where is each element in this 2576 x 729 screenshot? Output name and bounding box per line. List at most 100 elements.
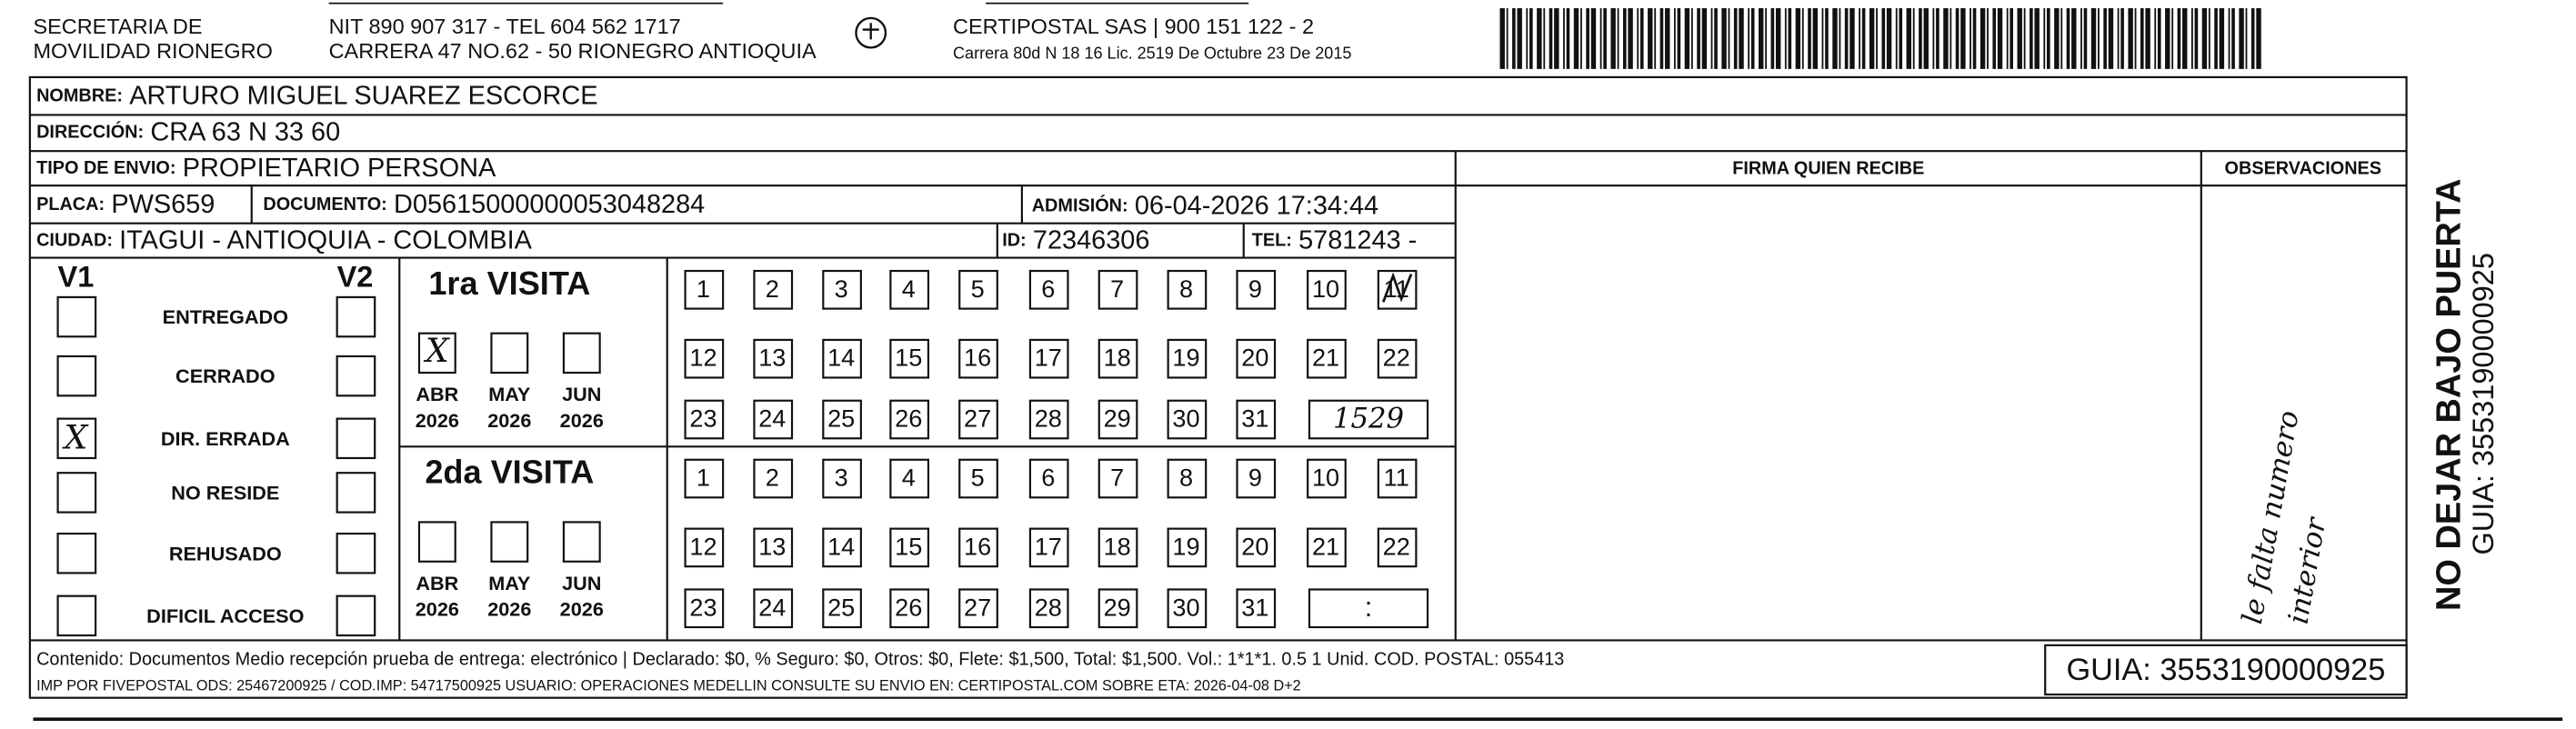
- barcode-bar: [1881, 8, 1886, 69]
- day-number: 30: [1172, 593, 1199, 621]
- day-box: [684, 269, 725, 310]
- checkbox-v2: [336, 532, 376, 574]
- signature-header: FIRMA QUIEN RECIBE: [1732, 158, 1924, 178]
- barcode-bar: [1972, 8, 1977, 69]
- barcode-bar: [1923, 8, 1929, 69]
- logo: [855, 16, 887, 49]
- day-number: 30: [1172, 404, 1199, 433]
- day-box: [958, 338, 998, 379]
- barcode-bar: [1775, 8, 1781, 69]
- barcode-bar: [1665, 8, 1670, 69]
- day-box: [1167, 269, 1208, 310]
- day-number: 31: [1241, 593, 1268, 621]
- day-number: 23: [689, 404, 717, 433]
- barcode-bar: [2245, 8, 2248, 69]
- day-number: 28: [1035, 593, 1062, 621]
- barcode-bar: [1912, 8, 1915, 69]
- barcode-bar: [1825, 8, 1829, 69]
- day-box: [958, 527, 998, 568]
- barcode-bar: [1869, 8, 1875, 69]
- day-number: 13: [758, 344, 786, 372]
- day-box: [1236, 269, 1277, 310]
- barcode-bar: [2154, 8, 2157, 69]
- day-number: 25: [827, 404, 855, 433]
- barcode-bar: [1697, 8, 1700, 69]
- day-number: 5: [971, 464, 985, 492]
- text: SECRETARIA DE: [33, 15, 202, 38]
- day-box: [1307, 269, 1347, 310]
- barcode-bar: [1590, 8, 1597, 69]
- field-value: ITAGUI - ANTIOQUIA - COLOMBIA: [119, 225, 532, 255]
- barcode-bar: [1543, 8, 1546, 69]
- day-box: [822, 458, 862, 499]
- month-box: [417, 332, 456, 374]
- footer-print-info: IMP POR FIVEPOSTAL ODS: 25467200925 / CO…: [36, 677, 1301, 694]
- text: Carrera 80d N 18 16 Lic. 2519 De Octubre…: [953, 44, 1351, 62]
- day-box: [753, 588, 794, 629]
- day-box: [1377, 338, 1418, 379]
- day-number: 19: [1172, 532, 1199, 560]
- barcode-bar: [2080, 8, 2082, 69]
- day-box: [1028, 399, 1069, 440]
- barcode-bar: [2120, 8, 2124, 69]
- barcode-bar: [2090, 8, 2097, 69]
- day-number: 2: [766, 464, 779, 492]
- day-number: 21: [1312, 344, 1339, 372]
- barcode-bar: [2103, 8, 2107, 69]
- barcode-bar: [1795, 8, 1801, 69]
- barcode-bar: [1932, 8, 1935, 69]
- day-number: 10: [1312, 275, 1339, 303]
- barcode-bar: [1970, 8, 1971, 69]
- day-number: 17: [1035, 344, 1062, 372]
- text: CARRERA 47 NO.62 - 50 RIONEGRO ANTIOQUIA: [329, 39, 817, 63]
- barcode-bar: [2256, 8, 2261, 69]
- day-box: [1167, 527, 1208, 568]
- time: :: [1365, 591, 1373, 623]
- barcode-bar: [1586, 8, 1589, 69]
- barcode-bar: [1919, 8, 1922, 69]
- text: NIT 890 907 317 - TEL 604 562 1717: [329, 15, 681, 38]
- month-box: [490, 332, 529, 374]
- day-box: [1307, 338, 1347, 379]
- field: ADMISIÓN: 06-04-2026 17:34:44: [1032, 191, 1378, 220]
- barcode-bar: [1876, 8, 1878, 69]
- day-number: 7: [1110, 464, 1124, 492]
- barcode-bar: [1566, 8, 1570, 69]
- day-box: [958, 588, 998, 629]
- time: 1529: [1333, 403, 1404, 434]
- day-box: [684, 338, 725, 379]
- checkbox-v1: [56, 417, 97, 460]
- barcode-bar: [1899, 8, 1903, 69]
- checkbox-v1: [56, 532, 97, 574]
- barcode-bar: [1821, 8, 1824, 69]
- day-number: 25: [827, 593, 855, 621]
- barcode-bar: [1812, 8, 1819, 69]
- barcode-bar: [1992, 8, 1997, 69]
- day-box: [1028, 269, 1069, 310]
- day-box: [1236, 338, 1277, 379]
- barcode-bar: [1563, 8, 1565, 69]
- status-label: REHUSADO: [169, 542, 282, 564]
- field-label: PLACA:: [36, 195, 105, 215]
- field: DIRECCIÓN: CRA 63 N 33 60: [36, 117, 340, 146]
- field-value: 06-04-2026 17:34:44: [1135, 191, 1378, 220]
- barcode-bar: [2043, 8, 2046, 69]
- barcode-bar: [2228, 8, 2230, 69]
- barcode-bar: [1673, 8, 1676, 69]
- day-number: 7: [1110, 275, 1124, 303]
- day-number: 13: [758, 532, 786, 560]
- day-box: [1098, 338, 1138, 379]
- barcode-bar: [2117, 8, 2120, 69]
- month-name: JUN: [562, 572, 601, 594]
- barcode-bar: [1506, 8, 1509, 69]
- barcode-bar: [2034, 8, 2040, 69]
- barcode-bar: [1628, 8, 1633, 69]
- day-number: 24: [758, 404, 786, 433]
- day-number: 4: [902, 275, 916, 303]
- barcode-bar: [1808, 8, 1811, 69]
- v1-header: V1: [58, 261, 95, 294]
- month-name: JUN: [562, 383, 601, 405]
- barcode-bar: [1950, 8, 1952, 69]
- barcode-bar: [1512, 8, 1516, 69]
